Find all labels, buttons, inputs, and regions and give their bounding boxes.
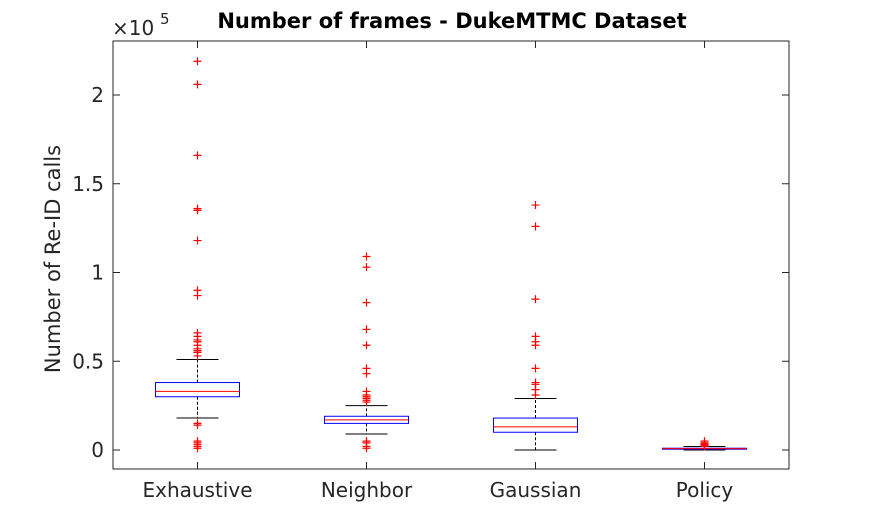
y-tick-label: 0.5 <box>72 349 104 373</box>
outlier-point <box>362 444 371 453</box>
y-exponent-power: 5 <box>160 10 170 28</box>
outlier-point <box>531 364 540 373</box>
outlier-point <box>362 398 371 407</box>
y-tick-label: 1 <box>91 261 104 285</box>
outlier-point <box>531 201 540 210</box>
x-tick-label: Exhaustive <box>142 478 252 502</box>
plot-frame <box>112 40 790 470</box>
outlier-point <box>362 341 371 350</box>
outlier-point <box>531 341 540 350</box>
outlier-point <box>193 151 202 160</box>
outlier-point <box>700 442 709 451</box>
outlier-point <box>193 206 202 215</box>
box-series <box>155 57 747 453</box>
box-neighbor <box>324 252 409 453</box>
y-exponent: ×10 5 <box>112 10 170 40</box>
y-tick-label: 1.5 <box>72 172 104 196</box>
box-exhaustive <box>155 57 240 453</box>
outlier-point <box>193 351 202 360</box>
x-tick-label: Gaussian <box>490 478 582 502</box>
outlier-point <box>193 236 202 245</box>
outlier-point <box>531 390 540 399</box>
outlier-point <box>193 80 202 89</box>
outlier-point <box>193 291 202 300</box>
box-iqr <box>493 417 578 433</box>
outlier-point <box>362 325 371 334</box>
outlier-point <box>193 421 202 430</box>
y-exponent-label: ×10 <box>112 16 154 40</box>
outlier-point <box>193 444 202 453</box>
x-tick-label: Policy <box>676 478 734 502</box>
x-axis-ticks: Exhaustive Neighbor Gaussian Policy <box>142 41 733 502</box>
outlier-point <box>193 57 202 66</box>
outlier-point <box>362 252 371 261</box>
y-tick-label: 0 <box>91 438 104 462</box>
y-tick-label: 2 <box>91 83 104 107</box>
box-policy <box>662 437 747 451</box>
outlier-point <box>362 369 371 378</box>
x-tick-label: Neighbor <box>321 478 413 502</box>
y-axis-ticks: 0 0.5 1 1.5 2 <box>72 83 789 462</box>
outlier-point <box>362 298 371 307</box>
chart-title: Number of frames - DukeMTMC Dataset <box>217 9 686 33</box>
box-iqr <box>155 382 240 398</box>
outlier-point <box>362 263 371 272</box>
outlier-point <box>531 222 540 231</box>
y-axis-label: Number of Re-ID calls <box>41 145 65 373</box>
outlier-point <box>531 295 540 304</box>
box-gaussian <box>493 201 578 451</box>
